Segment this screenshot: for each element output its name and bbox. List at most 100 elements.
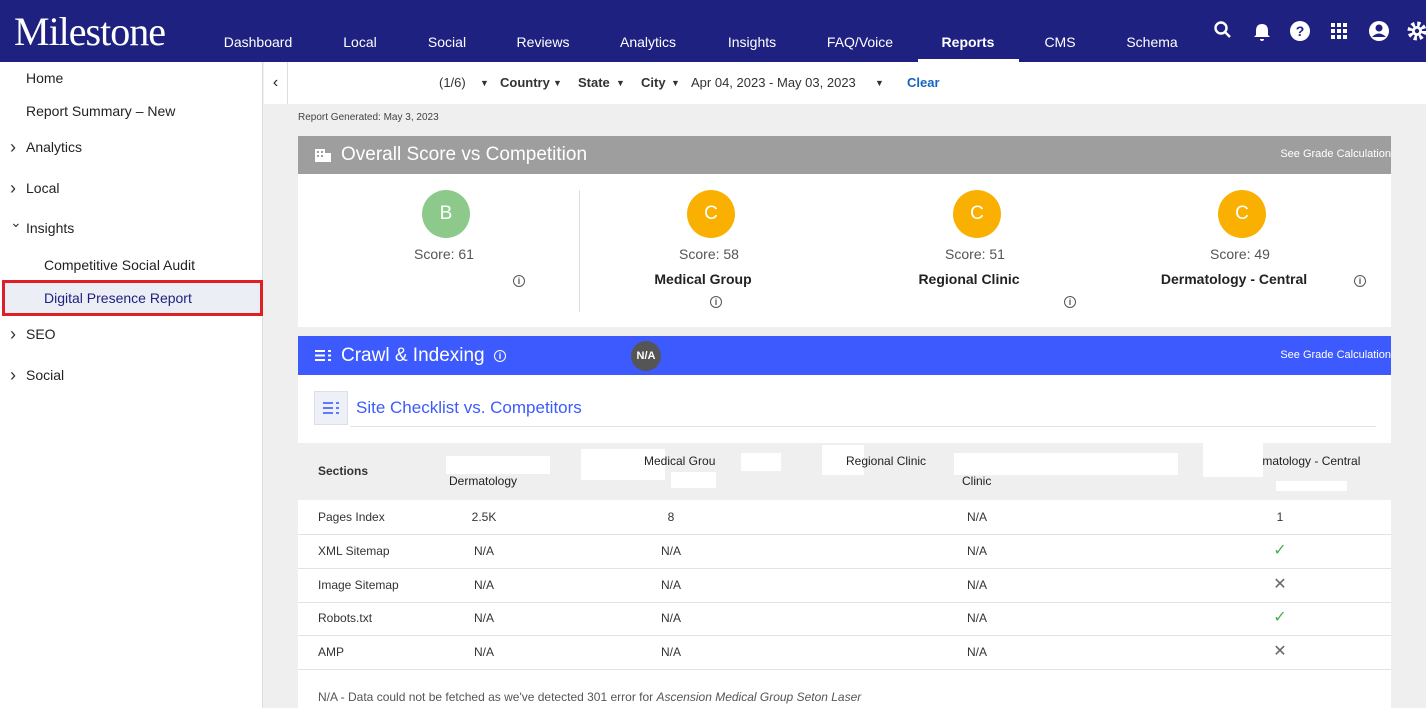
- column-header: Clinic: [962, 474, 992, 488]
- active-nav-underline: [918, 59, 1019, 62]
- crawl-badge: N/A: [631, 341, 661, 371]
- dropdown-caret[interactable]: ▼: [480, 78, 489, 88]
- info-icon[interactable]: i: [710, 296, 722, 308]
- cell: ✓: [1273, 609, 1287, 626]
- cell: ✕: [1273, 643, 1287, 660]
- logo[interactable]: Milestone: [14, 9, 166, 54]
- help-icon[interactable]: ?: [1290, 21, 1310, 41]
- cell: N/A: [660, 611, 682, 625]
- redaction: [954, 453, 1178, 475]
- sidebar-item[interactable]: Competitive Social Audit: [44, 257, 195, 273]
- grade-link[interactable]: See Grade Calculation: [1280, 349, 1391, 361]
- collapse-button[interactable]: ‹: [264, 62, 288, 104]
- nav-item[interactable]: Analytics: [619, 34, 677, 50]
- redaction: [1276, 481, 1347, 491]
- search-icon[interactable]: [1214, 21, 1231, 38]
- row-label: Image Sitemap: [318, 578, 399, 592]
- filter-state[interactable]: State: [578, 75, 610, 90]
- nav-item[interactable]: Insights: [727, 34, 777, 50]
- cell: N/A: [966, 544, 988, 558]
- sidebar-item[interactable]: Local: [26, 180, 60, 196]
- row-rule: [298, 602, 1391, 603]
- svg-text:?: ?: [1296, 23, 1305, 39]
- grade-circle: C: [1218, 190, 1266, 238]
- nav-item[interactable]: Dashboard: [223, 34, 293, 50]
- nav-item[interactable]: CMS: [1044, 34, 1076, 50]
- redaction: [822, 445, 864, 475]
- cell: N/A: [660, 544, 682, 558]
- nav-item[interactable]: Schema: [1126, 34, 1178, 50]
- bell-icon[interactable]: [1254, 24, 1270, 41]
- info-icon[interactable]: i: [1354, 275, 1366, 287]
- competitor-name: Medical Group: [654, 271, 752, 287]
- cell: N/A: [966, 510, 988, 524]
- filter-date-range[interactable]: Apr 04, 2023 - May 03, 2023: [691, 75, 856, 90]
- filter-country[interactable]: Country: [500, 75, 550, 90]
- checklist-icon: [323, 402, 339, 414]
- chevron: ›: [10, 178, 16, 198]
- cell: N/A: [473, 544, 495, 558]
- dropdown-caret[interactable]: ▼: [616, 78, 625, 88]
- grade-circle: C: [953, 190, 1001, 238]
- redaction: [1203, 443, 1263, 477]
- cell: ✕: [1273, 576, 1287, 593]
- dropdown-caret[interactable]: ▼: [671, 78, 680, 88]
- dropdown-caret[interactable]: ▼: [875, 78, 884, 88]
- cell: N/A: [966, 611, 988, 625]
- sidebar: [0, 62, 263, 708]
- cell: N/A: [966, 578, 988, 592]
- divider: [579, 190, 580, 312]
- chevron: ⌄: [10, 214, 22, 230]
- note-emphasis: Ascension Medical Group Seton Laser: [656, 690, 862, 704]
- nav-item[interactable]: FAQ/Voice: [826, 34, 894, 50]
- settings-icon[interactable]: [1407, 21, 1426, 41]
- cell: N/A: [966, 645, 988, 659]
- account-icon[interactable]: [1369, 21, 1389, 41]
- nav-item[interactable]: Reviews: [516, 34, 570, 50]
- score: Score: 58: [679, 246, 739, 262]
- score: Score: 61: [414, 246, 474, 262]
- row-label: Robots.txt: [318, 611, 373, 625]
- toolbar-icons: ?: [1214, 21, 1426, 41]
- sidebar-item[interactable]: SEO: [26, 326, 56, 342]
- dropdown-caret[interactable]: ▼: [553, 78, 562, 88]
- row-label: AMP: [318, 645, 345, 659]
- sidebar-item[interactable]: Insights: [26, 220, 75, 236]
- grade-circle: B: [422, 190, 470, 238]
- chevron: ›: [10, 137, 16, 157]
- nav-item[interactable]: Reports: [941, 34, 995, 50]
- competitor-name: Regional Clinic: [918, 271, 1020, 287]
- info-icon[interactable]: i: [1064, 296, 1076, 308]
- column-header: Dermatology: [449, 474, 518, 488]
- column-header: Dermatology - Central: [1243, 454, 1361, 468]
- report-generated: Report Generated: May 3, 2023: [298, 112, 439, 123]
- filter-clear[interactable]: Clear: [907, 75, 940, 90]
- filter-page[interactable]: (1/6): [439, 75, 466, 90]
- column-header: Medical Grou: [644, 454, 716, 468]
- row-label: XML Sitemap: [318, 544, 390, 558]
- sidebar-item[interactable]: Digital Presence Report: [44, 290, 192, 306]
- info-icon[interactable]: i: [513, 275, 525, 287]
- row-rule: [298, 534, 1391, 535]
- cell: 8: [667, 510, 675, 524]
- sidebar-item[interactable]: Analytics: [26, 139, 83, 155]
- sidebar-item[interactable]: Report Summary – New: [26, 103, 176, 119]
- competitor-name: Dermatology - Central: [1160, 271, 1308, 287]
- filter-city[interactable]: City: [641, 75, 666, 90]
- crawl-header: [298, 336, 1391, 375]
- note: N/A - Data could not be fetched as we've…: [318, 690, 861, 704]
- apps-icon[interactable]: [1331, 23, 1347, 39]
- list-icon: [315, 350, 331, 361]
- nav-item[interactable]: Social: [427, 34, 467, 50]
- nav-item[interactable]: Local: [343, 34, 377, 50]
- sidebar-item[interactable]: Home: [26, 70, 64, 86]
- grade-link[interactable]: See Grade Calculation: [1280, 148, 1391, 160]
- info-icon[interactable]: i: [494, 350, 506, 362]
- score: Score: 51: [945, 246, 1005, 262]
- score: Score: 49: [1210, 246, 1270, 262]
- sidebar-item[interactable]: Social: [26, 367, 65, 383]
- row-rule: [298, 568, 1391, 569]
- chevron: ›: [10, 365, 16, 385]
